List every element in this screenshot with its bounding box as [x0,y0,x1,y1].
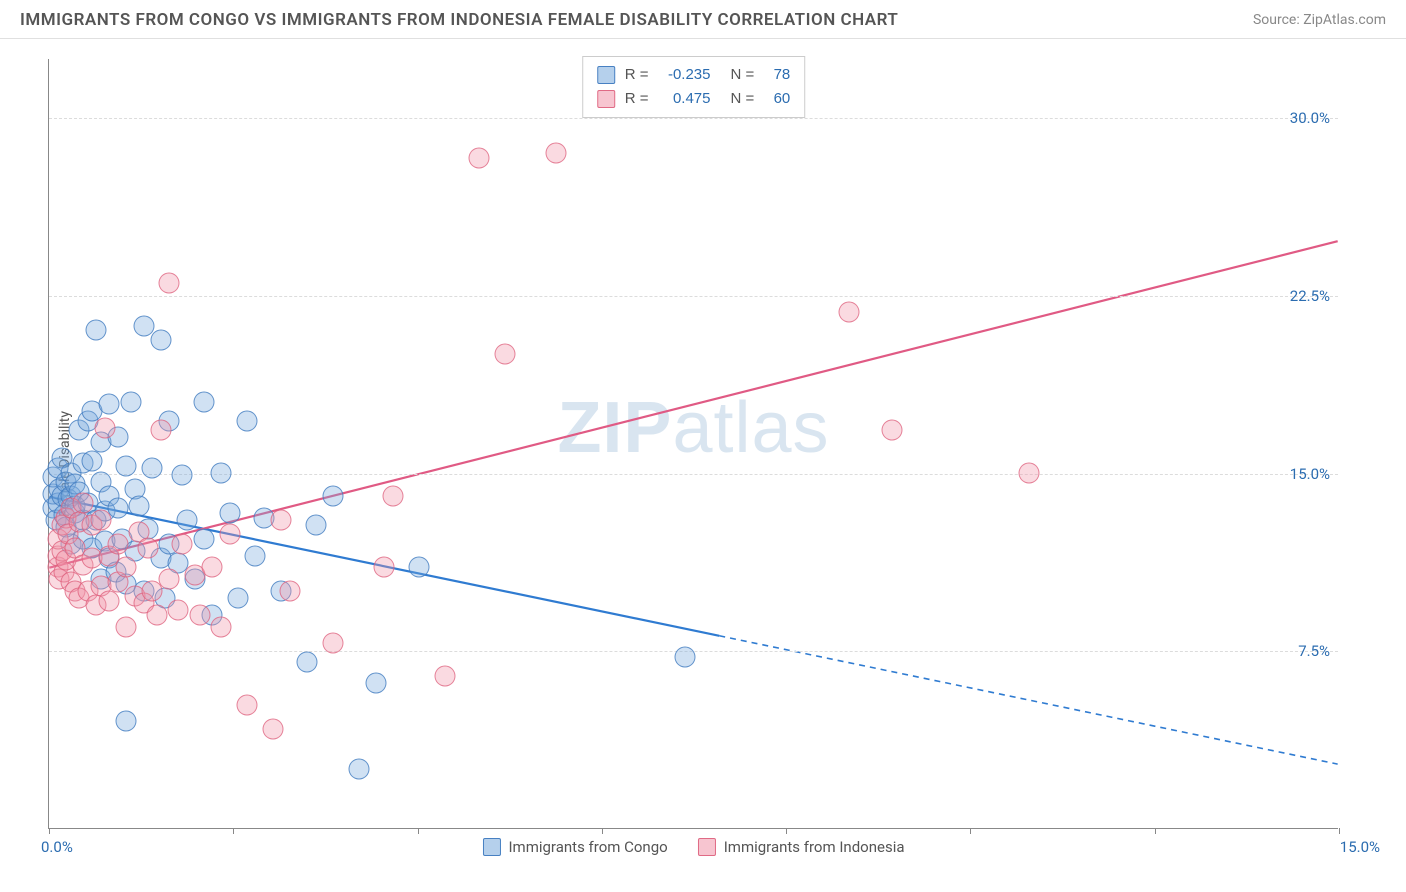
x-tick-mark [970,828,971,834]
x-tick-min: 0.0% [41,838,73,856]
data-point-indonesia [172,533,193,554]
data-point-congo [193,391,214,412]
data-point-indonesia [219,524,240,545]
data-point-congo [675,647,696,668]
swatch-blue-icon [597,66,615,84]
data-point-indonesia [137,538,158,559]
data-point-indonesia [1019,462,1040,483]
swatch-blue-icon [482,838,500,856]
bottom-legend: Immigrants from Congo Immigrants from In… [482,838,904,856]
data-point-indonesia [116,557,137,578]
data-point-indonesia [90,510,111,531]
data-point-indonesia [73,493,94,514]
x-tick-mark [233,828,234,834]
data-point-congo [228,588,249,609]
data-point-congo [297,652,318,673]
data-point-congo [82,450,103,471]
data-point-indonesia [211,616,232,637]
data-point-indonesia [279,581,300,602]
chart-title: IMMIGRANTS FROM CONGO VS IMMIGRANTS FROM… [20,10,898,30]
swatch-pink-icon [698,838,716,856]
data-point-congo [305,514,326,535]
legend-item-congo: Immigrants from Congo [482,838,667,856]
data-point-congo [245,545,266,566]
data-point-indonesia [838,301,859,322]
data-point-indonesia [146,604,167,625]
y-tick: 7.5% [1298,642,1330,660]
data-point-congo [408,557,429,578]
gridline [49,296,1338,297]
plot-area: ZIPatlas R = -0.235 N = 78 R = 0.475 N =… [48,59,1338,829]
r-value-congo: -0.235 [659,63,711,87]
x-tick-mark [602,828,603,834]
x-tick-max: 15.0% [1340,838,1380,856]
data-point-indonesia [322,633,343,654]
x-tick-mark [1155,828,1156,834]
x-tick-mark [1339,828,1340,834]
x-tick-mark [786,828,787,834]
source-label: Source: ZipAtlas.com [1253,12,1386,28]
data-point-congo [219,502,240,523]
data-point-indonesia [159,569,180,590]
data-point-indonesia [374,557,395,578]
data-point-indonesia [236,694,257,715]
data-point-indonesia [383,486,404,507]
legend-label-congo: Immigrants from Congo [508,838,667,856]
r-value-indonesia: 0.475 [659,87,711,111]
data-point-congo [129,495,150,516]
data-point-congo [133,315,154,336]
legend-item-indonesia: Immigrants from Indonesia [698,838,905,856]
data-point-indonesia [494,344,515,365]
data-point-indonesia [150,419,171,440]
trend-line-dashed-congo [719,636,1337,764]
legend-label-indonesia: Immigrants from Indonesia [724,838,905,856]
data-point-indonesia [434,666,455,687]
stats-legend: R = -0.235 N = 78 R = 0.475 N = 60 [582,56,806,118]
data-point-congo [176,510,197,531]
data-point-indonesia [262,718,283,739]
n-value-congo: 78 [764,63,790,87]
gridline [49,474,1338,475]
data-point-congo [86,320,107,341]
chart-container: Female Disability ZIPatlas R = -0.235 N … [0,39,1406,889]
data-point-congo [236,410,257,431]
data-point-congo [150,329,171,350]
data-point-indonesia [94,417,115,438]
data-point-indonesia [881,419,902,440]
stats-row-indonesia: R = 0.475 N = 60 [597,87,791,111]
data-point-indonesia [116,616,137,637]
data-point-congo [348,758,369,779]
data-point-indonesia [168,600,189,621]
header: IMMIGRANTS FROM CONGO VS IMMIGRANTS FROM… [0,0,1406,39]
data-point-indonesia [189,604,210,625]
data-point-indonesia [546,142,567,163]
data-point-congo [116,455,137,476]
y-tick: 15.0% [1290,465,1330,483]
data-point-congo [99,393,120,414]
data-point-indonesia [202,557,223,578]
x-tick-mark [418,828,419,834]
gridline [49,118,1338,119]
data-point-congo [322,486,343,507]
data-point-congo [116,711,137,732]
data-point-indonesia [159,273,180,294]
data-point-congo [172,465,193,486]
x-tick-mark [49,828,50,834]
data-point-indonesia [107,533,128,554]
n-value-indonesia: 60 [764,87,790,111]
trend-line-indonesia [49,241,1337,568]
data-point-congo [211,462,232,483]
swatch-pink-icon [597,90,615,108]
data-point-indonesia [99,590,120,611]
watermark: ZIPatlas [557,387,829,469]
data-point-indonesia [271,510,292,531]
y-tick: 30.0% [1290,109,1330,127]
data-point-congo [142,457,163,478]
data-point-congo [120,391,141,412]
y-tick: 22.5% [1290,287,1330,305]
data-point-indonesia [469,147,490,168]
data-point-congo [193,528,214,549]
data-point-congo [365,673,386,694]
stats-row-congo: R = -0.235 N = 78 [597,63,791,87]
